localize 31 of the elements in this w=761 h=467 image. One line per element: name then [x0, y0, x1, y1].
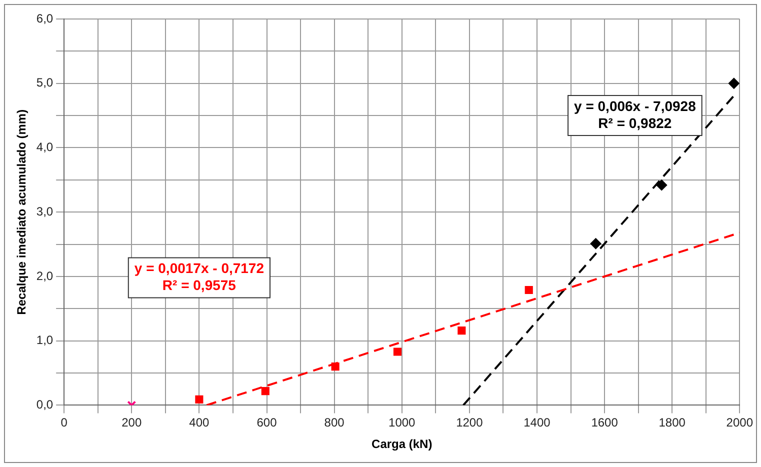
point [524, 286, 533, 294]
x-tick-label: 1000 [388, 416, 416, 430]
x-tick-label: 2000 [726, 416, 754, 430]
x-tick-label: 200 [122, 416, 142, 430]
x-tick-label: 1800 [658, 416, 686, 430]
annotation: y = 0,0017x - 0,7172 R² = 0,9575 [134, 260, 264, 294]
y-tick-label: 3,0 [36, 204, 54, 218]
y-tick-label: 5,0 [36, 76, 54, 90]
point [331, 362, 340, 371]
point [458, 326, 466, 335]
point [590, 238, 602, 250]
x-tick-label: 1200 [456, 416, 484, 430]
point [261, 387, 270, 396]
x-tick-label: 1600 [591, 416, 618, 430]
y-tick-label: 0,0 [36, 398, 54, 412]
x-tick-label: 0 [60, 416, 68, 430]
x-tick-label: 1400 [524, 416, 551, 430]
y-tick-label: 1,0 [36, 333, 54, 348]
x-tick-label: 600 [256, 416, 278, 430]
x-tick-label: 400 [189, 416, 210, 430]
y-tick-label: 2,0 [36, 268, 54, 283]
x-axis-title: Carga (kN) [372, 437, 432, 452]
point [195, 395, 204, 404]
annotation: y = 0,006x - 7,0928 R² = 0,9822 [574, 98, 696, 131]
y-tick-label: 4,0 [36, 140, 54, 154]
y-tick-label: 6,0 [36, 11, 54, 26]
point [393, 348, 402, 356]
x-tick-label: 800 [324, 416, 345, 430]
y-axis-title: Recalque imediato acumulado (mm) [14, 109, 29, 315]
point [656, 180, 668, 191]
point [728, 78, 740, 89]
